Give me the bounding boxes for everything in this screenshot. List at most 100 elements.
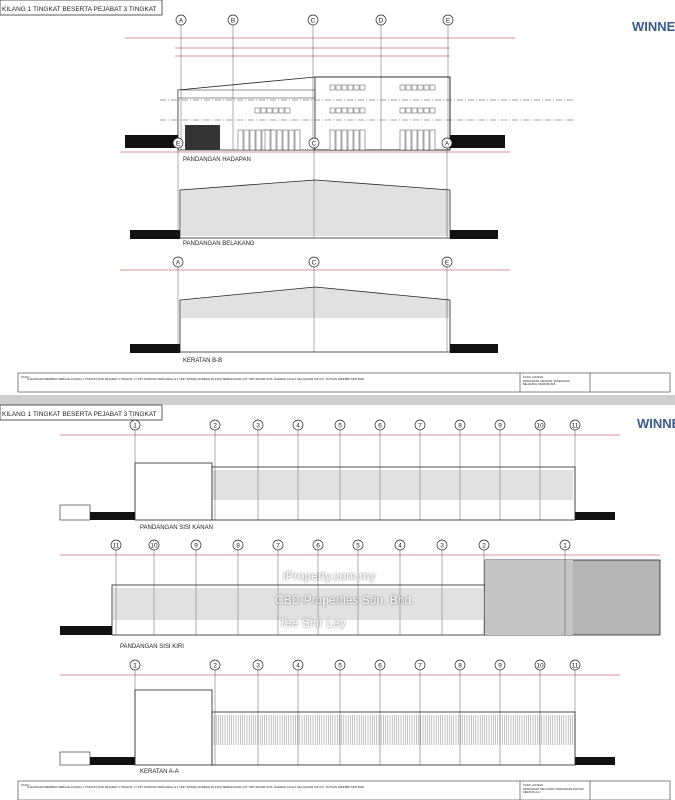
grid-bubble-label: 3 — [256, 423, 260, 430]
grid-bubble-label: D — [379, 18, 384, 25]
grid-bubble: 7 — [272, 539, 284, 635]
view-label-pandangan-sisi-kanan: PANDANGAN SISI KANAN — [140, 525, 213, 531]
grid-bubble-label: A — [445, 141, 450, 148]
section-b-b: KERATAN B-B — [120, 269, 510, 364]
grid-bubble-label: C — [312, 260, 317, 267]
sheet-2-title-block: TAJUK: CADANGAN MEMBINA SEBUAH KILANG 1 … — [17, 780, 671, 800]
grid-bubble-label: 9 — [194, 543, 198, 550]
grid-bubble: 2 — [478, 539, 490, 635]
grid-bubble: 10 — [148, 539, 160, 635]
grid-bubble-label: 3 — [256, 663, 260, 670]
grid-bubble: 6 — [312, 539, 324, 635]
grid-bubble: 6 — [374, 659, 386, 765]
grid-bubble: 5 — [352, 539, 364, 635]
grid-bubble-label: 8 — [458, 423, 462, 430]
grid-bubble-label: 7 — [418, 423, 422, 430]
left-side-elevation: PANDANGAN SISI KIRI — [60, 554, 661, 650]
grid-bubble: 1 — [559, 539, 571, 635]
grid-bubble: A — [441, 137, 453, 238]
right-side-elevation: PANDANGAN SISI KANAN — [59, 434, 620, 531]
grid-bubble-label: 7 — [418, 663, 422, 670]
grid-bubble: 4 — [394, 539, 406, 635]
grid-bubble: 11 — [110, 539, 122, 635]
grid-bubble: 6 — [374, 419, 386, 520]
grid-bubble-label: 2 — [482, 543, 486, 550]
grid-bubble-label: 2 — [213, 423, 217, 430]
window-rows — [237, 84, 436, 151]
drawing-title: PANDANGAN HADAPAN, PANDANGAN BELAKANG, K… — [523, 380, 570, 386]
grid-bubble-label: 10 — [536, 423, 544, 430]
grid-bubble: D — [375, 14, 387, 150]
grid-bubble: 9 — [494, 419, 506, 520]
grid-bubble-label: 5 — [338, 663, 342, 670]
grid-bubble: A — [172, 256, 184, 352]
grid-bubble-label: 11 — [572, 663, 579, 670]
sheet-2-brand: WINNE — [637, 416, 675, 431]
grid-bubble-label: 1 — [563, 543, 567, 550]
sheet-2-header: KILANG 1 TINGKAT BESERTA PEJABAT 3 TINGK… — [2, 411, 157, 418]
grid-bubble-label: 6 — [378, 663, 382, 670]
grid-bubble: 3 — [436, 539, 448, 635]
grid-bubble: 3 — [252, 419, 264, 520]
grid-bubble: 5 — [334, 659, 346, 765]
grid-bubble-label: 11 — [113, 543, 120, 550]
project-description: CADANGAN MEMBINA SEBUAH KILANG 1 TINGKAT… — [27, 786, 364, 789]
sheet-2-header-box — [0, 404, 163, 421]
cladding-lines — [181, 287, 449, 318]
cladding-lines — [181, 180, 449, 236]
rear-elevation: PANDANGAN BELAKANG — [120, 151, 510, 247]
grid-bubble-label: B — [231, 18, 235, 25]
grid-bubble-label: 8 — [458, 663, 462, 670]
grid-bubble-label: 9 — [498, 663, 502, 670]
view-label-pandangan-sisi-kiri: PANDANGAN SISI KIRI — [120, 644, 184, 650]
grid-bubble-label: C — [312, 141, 317, 148]
grid-bubble: 9 — [494, 659, 506, 765]
grid-bubble: 5 — [334, 419, 346, 520]
watermark-site: iProperty.com.my — [283, 569, 375, 583]
tajuk-lukisan-label: TAJUK LUKISAN: — [523, 375, 544, 379]
grid-bubble-label: 4 — [398, 543, 402, 550]
grid-bubble-label: A — [179, 18, 184, 25]
grid-bubble-label: A — [176, 260, 181, 267]
drawing-title: PANDANGAN SISI KANAN, PANDANGAN SISI KIR… — [523, 788, 585, 794]
grid-bubble-label: 4 — [296, 423, 300, 430]
grid-bubble: 11 — [569, 419, 581, 520]
grid-bubble-label: 1 — [133, 423, 137, 430]
grid-bubble-label: 4 — [296, 663, 300, 670]
cladding-lines — [113, 588, 483, 620]
grid-bubble-label: E — [446, 18, 451, 25]
grid-bubble: C — [308, 256, 320, 352]
grid-bubble-label: 11 — [572, 423, 579, 430]
grid-bubble-label: E — [176, 141, 181, 148]
grid-bubble: 4 — [292, 419, 304, 520]
view-label-pandangan-belakang: PANDANGAN BELAKANG — [183, 241, 255, 247]
sheet-1-header: KILANG 1 TINGKAT BESERTA PEJABAT 3 TINGK… — [2, 6, 157, 13]
tajuk-label: TAJUK: — [21, 783, 30, 787]
view-label-keratan-b-b: KERATAN B-B — [183, 358, 222, 364]
grid-bubble: 2 — [209, 659, 221, 765]
grid-bubble: 8 — [454, 419, 466, 520]
sheet-1-header-box — [0, 0, 163, 16]
grid-bubble: 1 — [129, 659, 141, 765]
grid-bubble: 7 — [414, 659, 426, 765]
grid-bubble-label: E — [445, 260, 450, 267]
grid-bubble-label: 2 — [213, 663, 217, 670]
grid-bubble-label: 5 — [338, 423, 342, 430]
sheet-separator — [0, 395, 675, 405]
grid-bubble: E — [441, 256, 453, 352]
grid-bubble-label: 6 — [316, 543, 320, 550]
grid-bubble: 10 — [534, 419, 546, 520]
watermark-agent: Tee Shir Ley — [279, 616, 346, 630]
grid-bubble: 9 — [190, 539, 202, 635]
grid-bubble: 10 — [534, 659, 546, 765]
grid-bubble-label: 6 — [378, 423, 382, 430]
sheet-1-title-block: TAJUK: CADANGAN MEMBINA SEBUAH KILANG 1 … — [17, 372, 671, 393]
grid-bubble: A — [175, 14, 187, 150]
grid-bubble: 3 — [252, 659, 264, 765]
grid-bubble: E — [442, 14, 454, 150]
view-label-pandangan-hadapan: PANDANGAN HADAPAN — [183, 157, 251, 163]
grid-bubble-label: 10 — [150, 543, 158, 550]
watermark: iProperty.com.my CBD Properties Sdn. Bhd… — [275, 569, 414, 630]
tajuk-label: TAJUK: — [21, 375, 30, 379]
